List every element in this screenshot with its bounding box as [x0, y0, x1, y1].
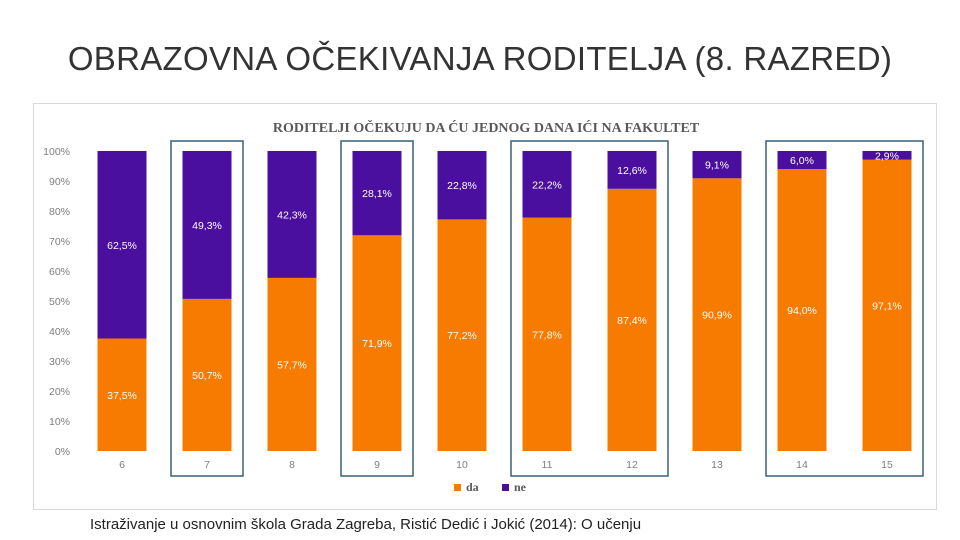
highlight-box: [765, 140, 924, 477]
y-tick-label: 0%: [55, 446, 70, 458]
y-tick-label: 80%: [49, 206, 70, 218]
x-tick-label: 9: [374, 459, 380, 471]
data-label-da: 71,9%: [362, 338, 392, 350]
bar-da: [522, 217, 572, 451]
data-label-da: 97,1%: [872, 300, 902, 312]
data-label-ne: 22,8%: [447, 180, 477, 192]
bar-ne: [607, 151, 657, 189]
x-tick-label: 11: [542, 459, 553, 471]
data-label-da: 87,4%: [617, 315, 647, 327]
data-labels: 37,5% 62,5% 50,7% 49,3% 57,7% 42,3% 71,9% 28,1%…: [107, 150, 902, 401]
x-tick-label: 14: [796, 459, 808, 471]
legend-swatch: [454, 484, 461, 491]
legend-label: da: [466, 480, 479, 494]
data-label-da: 77,2%: [447, 330, 477, 342]
slide-title: OBRAZOVNA OČEKIVANJA RODITELJA (8. RAZRE…: [67, 40, 893, 77]
y-tick-label: 100%: [43, 146, 70, 158]
bar-ne: [352, 151, 402, 236]
y-tick-label: 10%: [49, 416, 70, 428]
bar-da: [352, 235, 402, 451]
source-footnote: Istraživanje u osnovnim škola Grada Zagr…: [90, 516, 642, 533]
highlight-box: [340, 140, 414, 477]
x-tick-label: 6: [119, 459, 125, 471]
data-label-da: 77,8%: [532, 329, 562, 341]
bar-da: [862, 159, 912, 451]
x-tick-label: 13: [711, 459, 723, 471]
y-tick-label: 30%: [49, 356, 70, 368]
bar-ne: [777, 151, 827, 169]
data-label-ne: 62,5%: [107, 240, 137, 252]
data-label-da: 57,7%: [277, 359, 307, 371]
data-label-ne: 9,1%: [705, 160, 729, 172]
data-label-ne: 28,1%: [362, 188, 392, 200]
x-axis: 6 7 8 9 10 11 12 13 14 15: [119, 459, 893, 471]
highlight-box: [170, 140, 244, 477]
y-axis: 0% 10% 20% 30% 40% 50% 60% 70% 80% 90% 100%: [43, 146, 70, 458]
y-tick-label: 70%: [49, 236, 70, 248]
data-label-ne: 12,6%: [617, 165, 647, 177]
y-tick-label: 90%: [49, 176, 70, 188]
data-label-da: 50,7%: [192, 370, 222, 382]
bar-da: [437, 219, 487, 451]
data-label-ne: 2,9%: [875, 150, 899, 162]
bar-ne: [862, 151, 912, 160]
chart-frame: RODITELJI OČEKUJU DA ĆU JEDNOG DANA IĆI …: [33, 103, 937, 510]
stacked-bar-chart: RODITELJI OČEKUJU DA ĆU JEDNOG DANA IĆI …: [43, 119, 924, 494]
bar-da: [607, 188, 657, 452]
chart-title: RODITELJI OČEKUJU DA ĆU JEDNOG DANA IĆI …: [273, 119, 700, 136]
legend: da ne: [454, 480, 527, 494]
x-tick-label: 7: [204, 459, 210, 471]
highlight-box: [510, 140, 669, 477]
bar-ne: [97, 151, 147, 339]
legend-swatch: [502, 484, 509, 491]
highlight-boxes: [170, 140, 924, 477]
data-label-ne: 49,3%: [192, 220, 222, 232]
bar-da: [777, 169, 827, 451]
data-label-da: 94,0%: [787, 305, 817, 317]
bar-da: [692, 178, 742, 452]
x-tick-label: 8: [289, 459, 295, 471]
data-label-da: 90,9%: [702, 310, 732, 322]
bar-ne: [437, 151, 487, 220]
y-tick-label: 50%: [49, 296, 70, 308]
y-tick-label: 40%: [49, 326, 70, 338]
bars: [97, 151, 912, 452]
y-tick-label: 60%: [49, 266, 70, 278]
y-tick-label: 20%: [49, 386, 70, 398]
x-tick-label: 12: [626, 459, 638, 471]
bar-da: [267, 277, 317, 451]
bar-ne: [267, 151, 317, 278]
bar-da: [182, 298, 232, 451]
data-label-ne: 42,3%: [277, 209, 307, 221]
data-label-ne: 22,2%: [532, 179, 562, 191]
legend-label: ne: [514, 480, 527, 494]
bar-ne: [182, 151, 232, 299]
data-label-da: 37,5%: [107, 390, 137, 402]
bar-ne: [522, 151, 572, 218]
bar-da: [97, 338, 147, 451]
bar-ne: [692, 151, 742, 179]
x-tick-label: 10: [456, 459, 468, 471]
data-label-ne: 6,0%: [790, 155, 814, 167]
x-tick-label: 15: [881, 459, 893, 471]
